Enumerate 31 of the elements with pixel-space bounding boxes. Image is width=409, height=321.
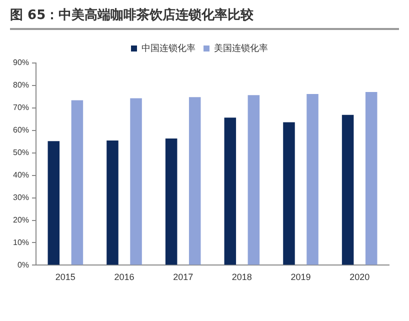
chart-title: 图 65：中美高端咖啡茶饮店连锁化率比较 — [10, 6, 399, 30]
bar — [71, 100, 84, 265]
y-tick-label: 60% — [12, 126, 30, 135]
x-tick-label: 2020 — [350, 272, 370, 282]
y-tick-label: 10% — [12, 238, 30, 247]
x-tick-label: 2015 — [55, 272, 76, 282]
y-tick-label: 40% — [12, 170, 30, 180]
y-tick-label: 30% — [12, 193, 30, 202]
bar — [188, 97, 201, 265]
x-tick-label: 2016 — [114, 272, 134, 282]
bar — [165, 138, 178, 265]
bar — [224, 118, 236, 265]
bar — [130, 98, 142, 265]
y-tick-label: 20% — [12, 215, 30, 224]
x-tick-label: 2019 — [290, 272, 311, 282]
bar — [106, 140, 118, 265]
legend-label: 美国连锁化率 — [214, 42, 268, 53]
bar — [365, 92, 378, 265]
y-tick-label: 0% — [17, 260, 30, 270]
y-tick-label: 80% — [12, 80, 30, 90]
bar — [306, 94, 318, 265]
y-tick-label: 50% — [12, 148, 30, 158]
x-tick-label: 2017 — [173, 272, 194, 282]
y-tick-label: 90% — [12, 58, 30, 68]
x-tick-label: 2018 — [232, 272, 252, 282]
y-tick-label: 70% — [12, 103, 30, 112]
legend-label: 中国连锁化率 — [142, 42, 196, 53]
bar — [283, 122, 295, 265]
bar — [48, 141, 60, 265]
bar — [248, 95, 260, 265]
bar — [342, 114, 354, 265]
